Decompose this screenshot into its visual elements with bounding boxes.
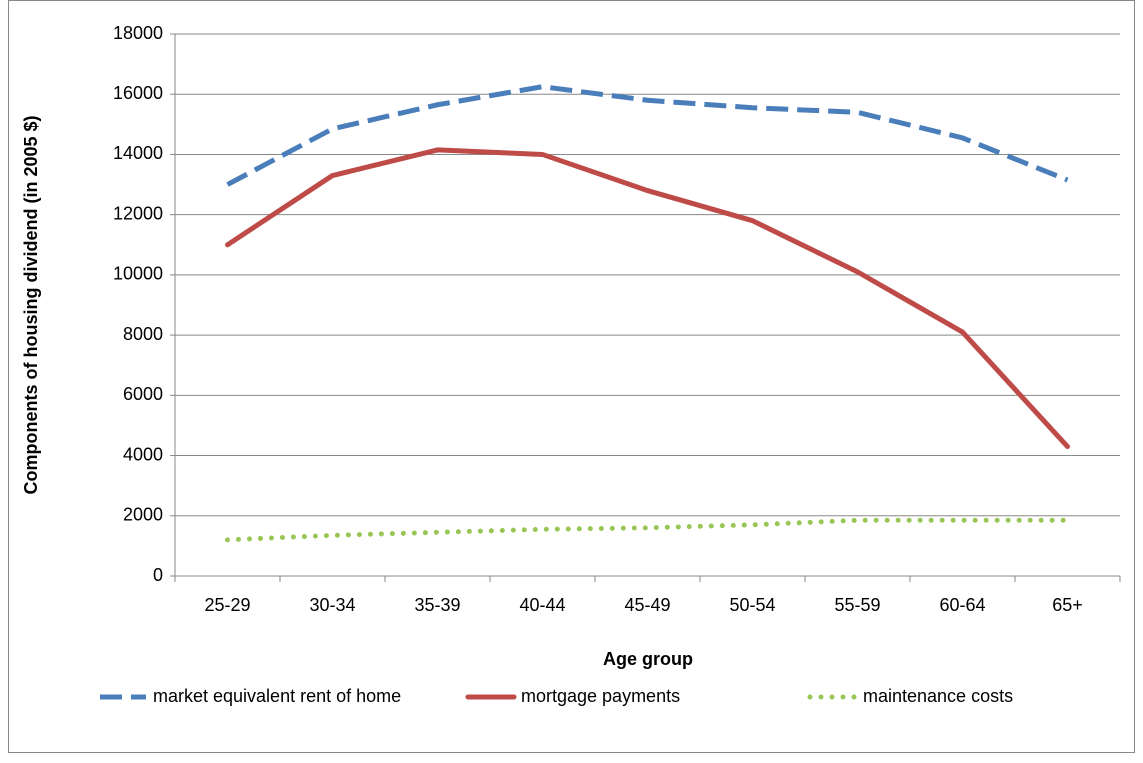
y-tick-label: 16000	[113, 83, 163, 103]
y-tick-label: 0	[153, 565, 163, 585]
legend-label: mortgage payments	[521, 686, 680, 706]
y-tick-label: 6000	[123, 384, 163, 404]
x-tick-label: 55-59	[834, 595, 880, 615]
y-tick-label: 18000	[113, 23, 163, 43]
y-tick-label: 12000	[113, 203, 163, 223]
x-axis-title: Age group	[603, 649, 693, 669]
chart-border	[8, 0, 1135, 753]
x-tick-label: 40-44	[519, 595, 565, 615]
y-tick-label: 2000	[123, 505, 163, 525]
y-tick-label: 4000	[123, 444, 163, 464]
x-tick-label: 30-34	[309, 595, 355, 615]
legend-label: maintenance costs	[863, 686, 1013, 706]
y-axis-title: Components of housing dividend (in 2005 …	[21, 115, 41, 494]
y-tick-label: 8000	[123, 324, 163, 344]
x-tick-label: 35-39	[414, 595, 460, 615]
y-tick-label: 10000	[113, 264, 163, 284]
x-tick-label: 45-49	[624, 595, 670, 615]
series-line	[225, 147, 1070, 450]
x-tick-label: 65+	[1052, 595, 1083, 615]
legend-label: market equivalent rent of home	[153, 686, 401, 706]
x-tick-label: 50-54	[729, 595, 775, 615]
y-tick-label: 14000	[113, 143, 163, 163]
x-tick-label: 60-64	[939, 595, 985, 615]
series-line	[226, 84, 1069, 187]
x-tick-label: 25-29	[204, 595, 250, 615]
series-line	[225, 517, 1070, 543]
